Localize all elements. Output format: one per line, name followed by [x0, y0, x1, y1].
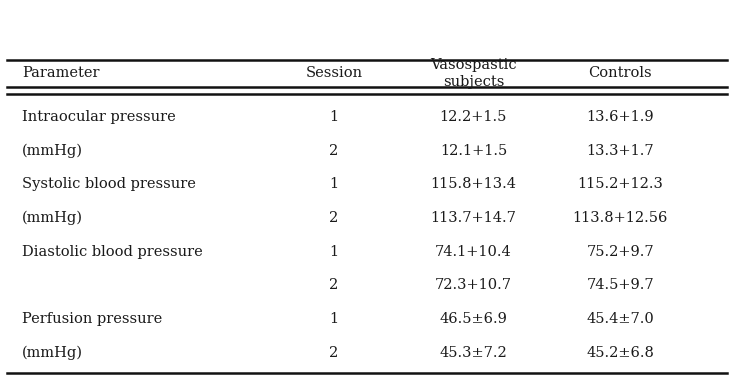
Text: 12.1+1.5: 12.1+1.5	[440, 144, 507, 157]
Text: Systolic blood pressure: Systolic blood pressure	[22, 177, 196, 191]
Text: 113.7+14.7: 113.7+14.7	[431, 211, 516, 225]
Text: (mmHg): (mmHg)	[22, 211, 83, 225]
Text: 2: 2	[330, 346, 338, 360]
Text: 75.2+9.7: 75.2+9.7	[586, 245, 654, 259]
Text: Intraocular pressure: Intraocular pressure	[22, 110, 175, 124]
Text: 1: 1	[330, 110, 338, 124]
Text: Diastolic blood pressure: Diastolic blood pressure	[22, 245, 203, 259]
Text: 2: 2	[330, 211, 338, 225]
Text: 115.2+12.3: 115.2+12.3	[578, 177, 663, 191]
Text: Controls: Controls	[589, 66, 652, 80]
Text: 72.3+10.7: 72.3+10.7	[435, 278, 512, 292]
Text: 12.2+1.5: 12.2+1.5	[440, 110, 507, 124]
Text: 115.8+13.4: 115.8+13.4	[430, 177, 517, 191]
Text: 45.2±6.8: 45.2±6.8	[586, 346, 654, 360]
Text: (mmHg): (mmHg)	[22, 144, 83, 158]
Text: 1: 1	[330, 245, 338, 259]
Text: Vasospastic
subjects: Vasospastic subjects	[430, 57, 517, 89]
Text: 13.6+1.9: 13.6+1.9	[586, 110, 654, 124]
Text: 2: 2	[330, 144, 338, 157]
Text: 113.8+12.56: 113.8+12.56	[573, 211, 668, 225]
Text: 45.3±7.2: 45.3±7.2	[440, 346, 507, 360]
Text: 1: 1	[330, 177, 338, 191]
Text: 74.5+9.7: 74.5+9.7	[586, 278, 654, 292]
Text: Parameter: Parameter	[22, 66, 100, 80]
Text: 74.1+10.4: 74.1+10.4	[435, 245, 512, 259]
Text: 2: 2	[330, 278, 338, 292]
Text: 45.4±7.0: 45.4±7.0	[586, 312, 654, 326]
Text: Session: Session	[305, 66, 363, 80]
Text: 46.5±6.9: 46.5±6.9	[440, 312, 507, 326]
Text: 1: 1	[330, 312, 338, 326]
Text: 13.3+1.7: 13.3+1.7	[586, 144, 654, 157]
Text: Perfusion pressure: Perfusion pressure	[22, 312, 162, 326]
Text: (mmHg): (mmHg)	[22, 346, 83, 360]
